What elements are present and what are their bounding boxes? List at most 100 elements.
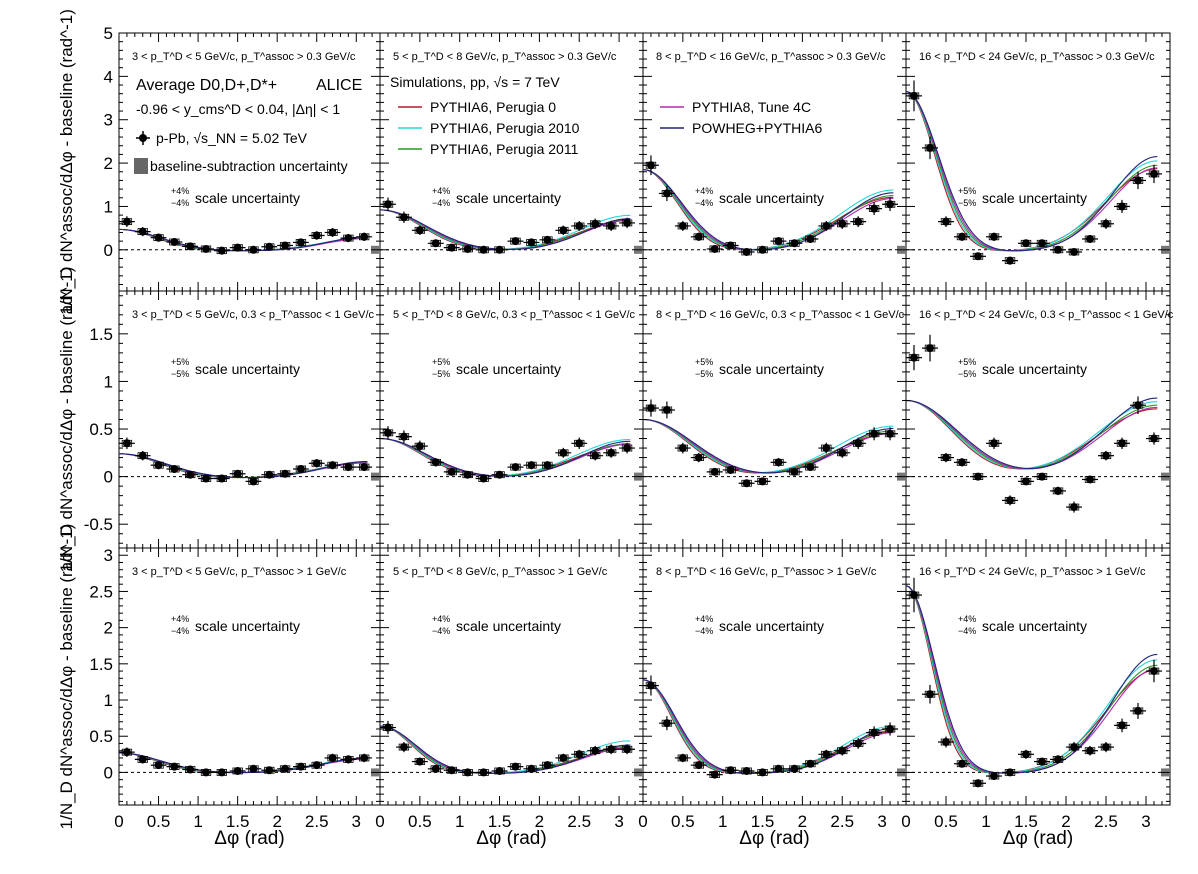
panel-frame — [905, 290, 1171, 549]
panel-frame — [379, 290, 644, 549]
data-point — [138, 451, 147, 460]
data-point — [623, 745, 632, 754]
data-point — [265, 470, 274, 479]
data-point — [822, 221, 831, 230]
panel-frame — [379, 32, 644, 292]
panel-title: 16 < p_T^D < 24 GeV/c, p_T^assoc > 0.3 G… — [919, 51, 1155, 63]
data-point — [511, 463, 520, 472]
data-point — [1086, 475, 1094, 484]
scale-plus: +4% — [432, 614, 450, 624]
data-point — [281, 764, 290, 773]
rapidity-label: -0.96 < y_cms^D < 0.04, |Δη| < 1 — [136, 101, 340, 117]
data-point — [479, 768, 488, 777]
data-point — [575, 750, 584, 759]
data-point — [399, 432, 408, 441]
data-point — [170, 238, 179, 247]
scale-plus: +4% — [432, 186, 450, 196]
data-point — [447, 243, 456, 252]
data-point — [646, 404, 655, 413]
data-legend-marker — [136, 131, 150, 145]
data-point — [233, 766, 242, 775]
y-tick-label: 3 — [104, 546, 113, 565]
data-point — [511, 762, 520, 771]
panel-0-2: 8 < p_T^D < 16 GeV/c, p_T^assoc > 0.3 Ge… — [642, 32, 907, 292]
model-curve-4 — [380, 725, 631, 774]
scale-uncertainty: +4% −4% scale uncertainty — [958, 614, 1087, 636]
panels-layer: 3 < p_T^D < 5 GeV/c, p_T^assoc > 0.3 GeV… — [118, 32, 1174, 806]
data-point — [1150, 434, 1158, 443]
data-point — [886, 429, 895, 438]
data-point — [495, 766, 504, 775]
x-tick-label: 1 — [981, 812, 990, 831]
x-tick-label: 2.5 — [1094, 812, 1118, 831]
data-point — [974, 779, 982, 788]
data-point — [312, 761, 321, 770]
data-point — [1038, 239, 1046, 248]
data-point — [1118, 202, 1126, 211]
data-point — [990, 232, 998, 241]
data-point — [122, 748, 131, 757]
data-point — [1070, 247, 1078, 256]
y-tick-label: 2.5 — [89, 582, 113, 601]
x-tick-label: 0 — [901, 812, 910, 831]
system-label: Average D0,D+,D*+ — [136, 77, 277, 94]
data-point — [265, 242, 274, 251]
data-point — [122, 217, 131, 226]
data-point — [296, 762, 305, 771]
model-curve-3 — [643, 169, 894, 251]
data-point — [360, 463, 369, 472]
scale-label: scale uncertainty — [719, 618, 824, 634]
y-axis-title: 1/N_D dN^assoc/dΔφ - baseline (rad^-1) — [57, 9, 76, 315]
panel-2-2: 8 < p_T^D < 16 GeV/c, p_T^assoc > 1 GeV/… — [642, 547, 907, 806]
data-point — [296, 238, 305, 247]
data-point — [726, 465, 735, 474]
model-curve-4 — [906, 585, 1158, 774]
scale-uncertainty: +5% −5% scale uncertainty — [958, 357, 1087, 379]
data-point — [990, 772, 998, 781]
panel-frame — [642, 547, 907, 806]
data-point — [344, 234, 353, 243]
model-curve-0 — [643, 169, 894, 251]
data-point — [138, 227, 147, 236]
x-tick-label: 1.5 — [751, 812, 775, 831]
panel-title: 8 < p_T^D < 16 GeV/c, p_T^assoc > 0.3 Ge… — [656, 51, 886, 63]
data-point — [383, 428, 392, 437]
data-point — [774, 764, 783, 773]
data-point — [710, 770, 719, 779]
data-point — [415, 757, 424, 766]
data-point — [623, 218, 632, 227]
data-point — [186, 765, 195, 774]
data-point — [543, 235, 552, 244]
data-point — [838, 448, 847, 457]
x-tick-label: 1.5 — [1014, 812, 1038, 831]
data-point — [1038, 472, 1046, 481]
y-axis-titles: 1/N_D dN^assoc/dΔφ - baseline (rad^-1)1/… — [57, 9, 76, 829]
data-point — [344, 463, 353, 472]
data-point — [806, 234, 815, 243]
scale-uncertainty: +5% −5% scale uncertainty — [432, 357, 561, 379]
x-tick-label: 1 — [193, 812, 202, 831]
scale-minus: −5% — [958, 198, 976, 208]
x-tick-label: 2.5 — [305, 812, 329, 831]
data-point — [1006, 768, 1014, 777]
data-point — [694, 761, 703, 770]
data-point — [662, 189, 671, 198]
panel-title: 5 < p_T^D < 8 GeV/c, 0.3 < p_T^assoc < 1… — [393, 309, 636, 321]
data-point — [591, 219, 600, 228]
data-point — [122, 439, 131, 448]
data-point — [806, 759, 815, 768]
data-point — [607, 745, 616, 754]
scale-label: scale uncertainty — [719, 190, 824, 206]
model-curve-2 — [643, 169, 894, 251]
data-point — [415, 442, 424, 451]
y-tick-label: 1.5 — [89, 655, 113, 674]
scale-label: scale uncertainty — [195, 618, 300, 634]
x-axis-titles: Δφ (rad) Δφ (rad) Δφ (rad) Δφ (rad) — [214, 828, 1073, 849]
data-point — [790, 467, 799, 476]
scale-uncertainty: +4% −4% scale uncertainty — [432, 186, 561, 208]
panel-frame — [642, 32, 907, 292]
data-point — [495, 470, 504, 479]
x-tick-label: 2 — [1061, 812, 1070, 831]
scale-plus: +5% — [432, 357, 450, 367]
